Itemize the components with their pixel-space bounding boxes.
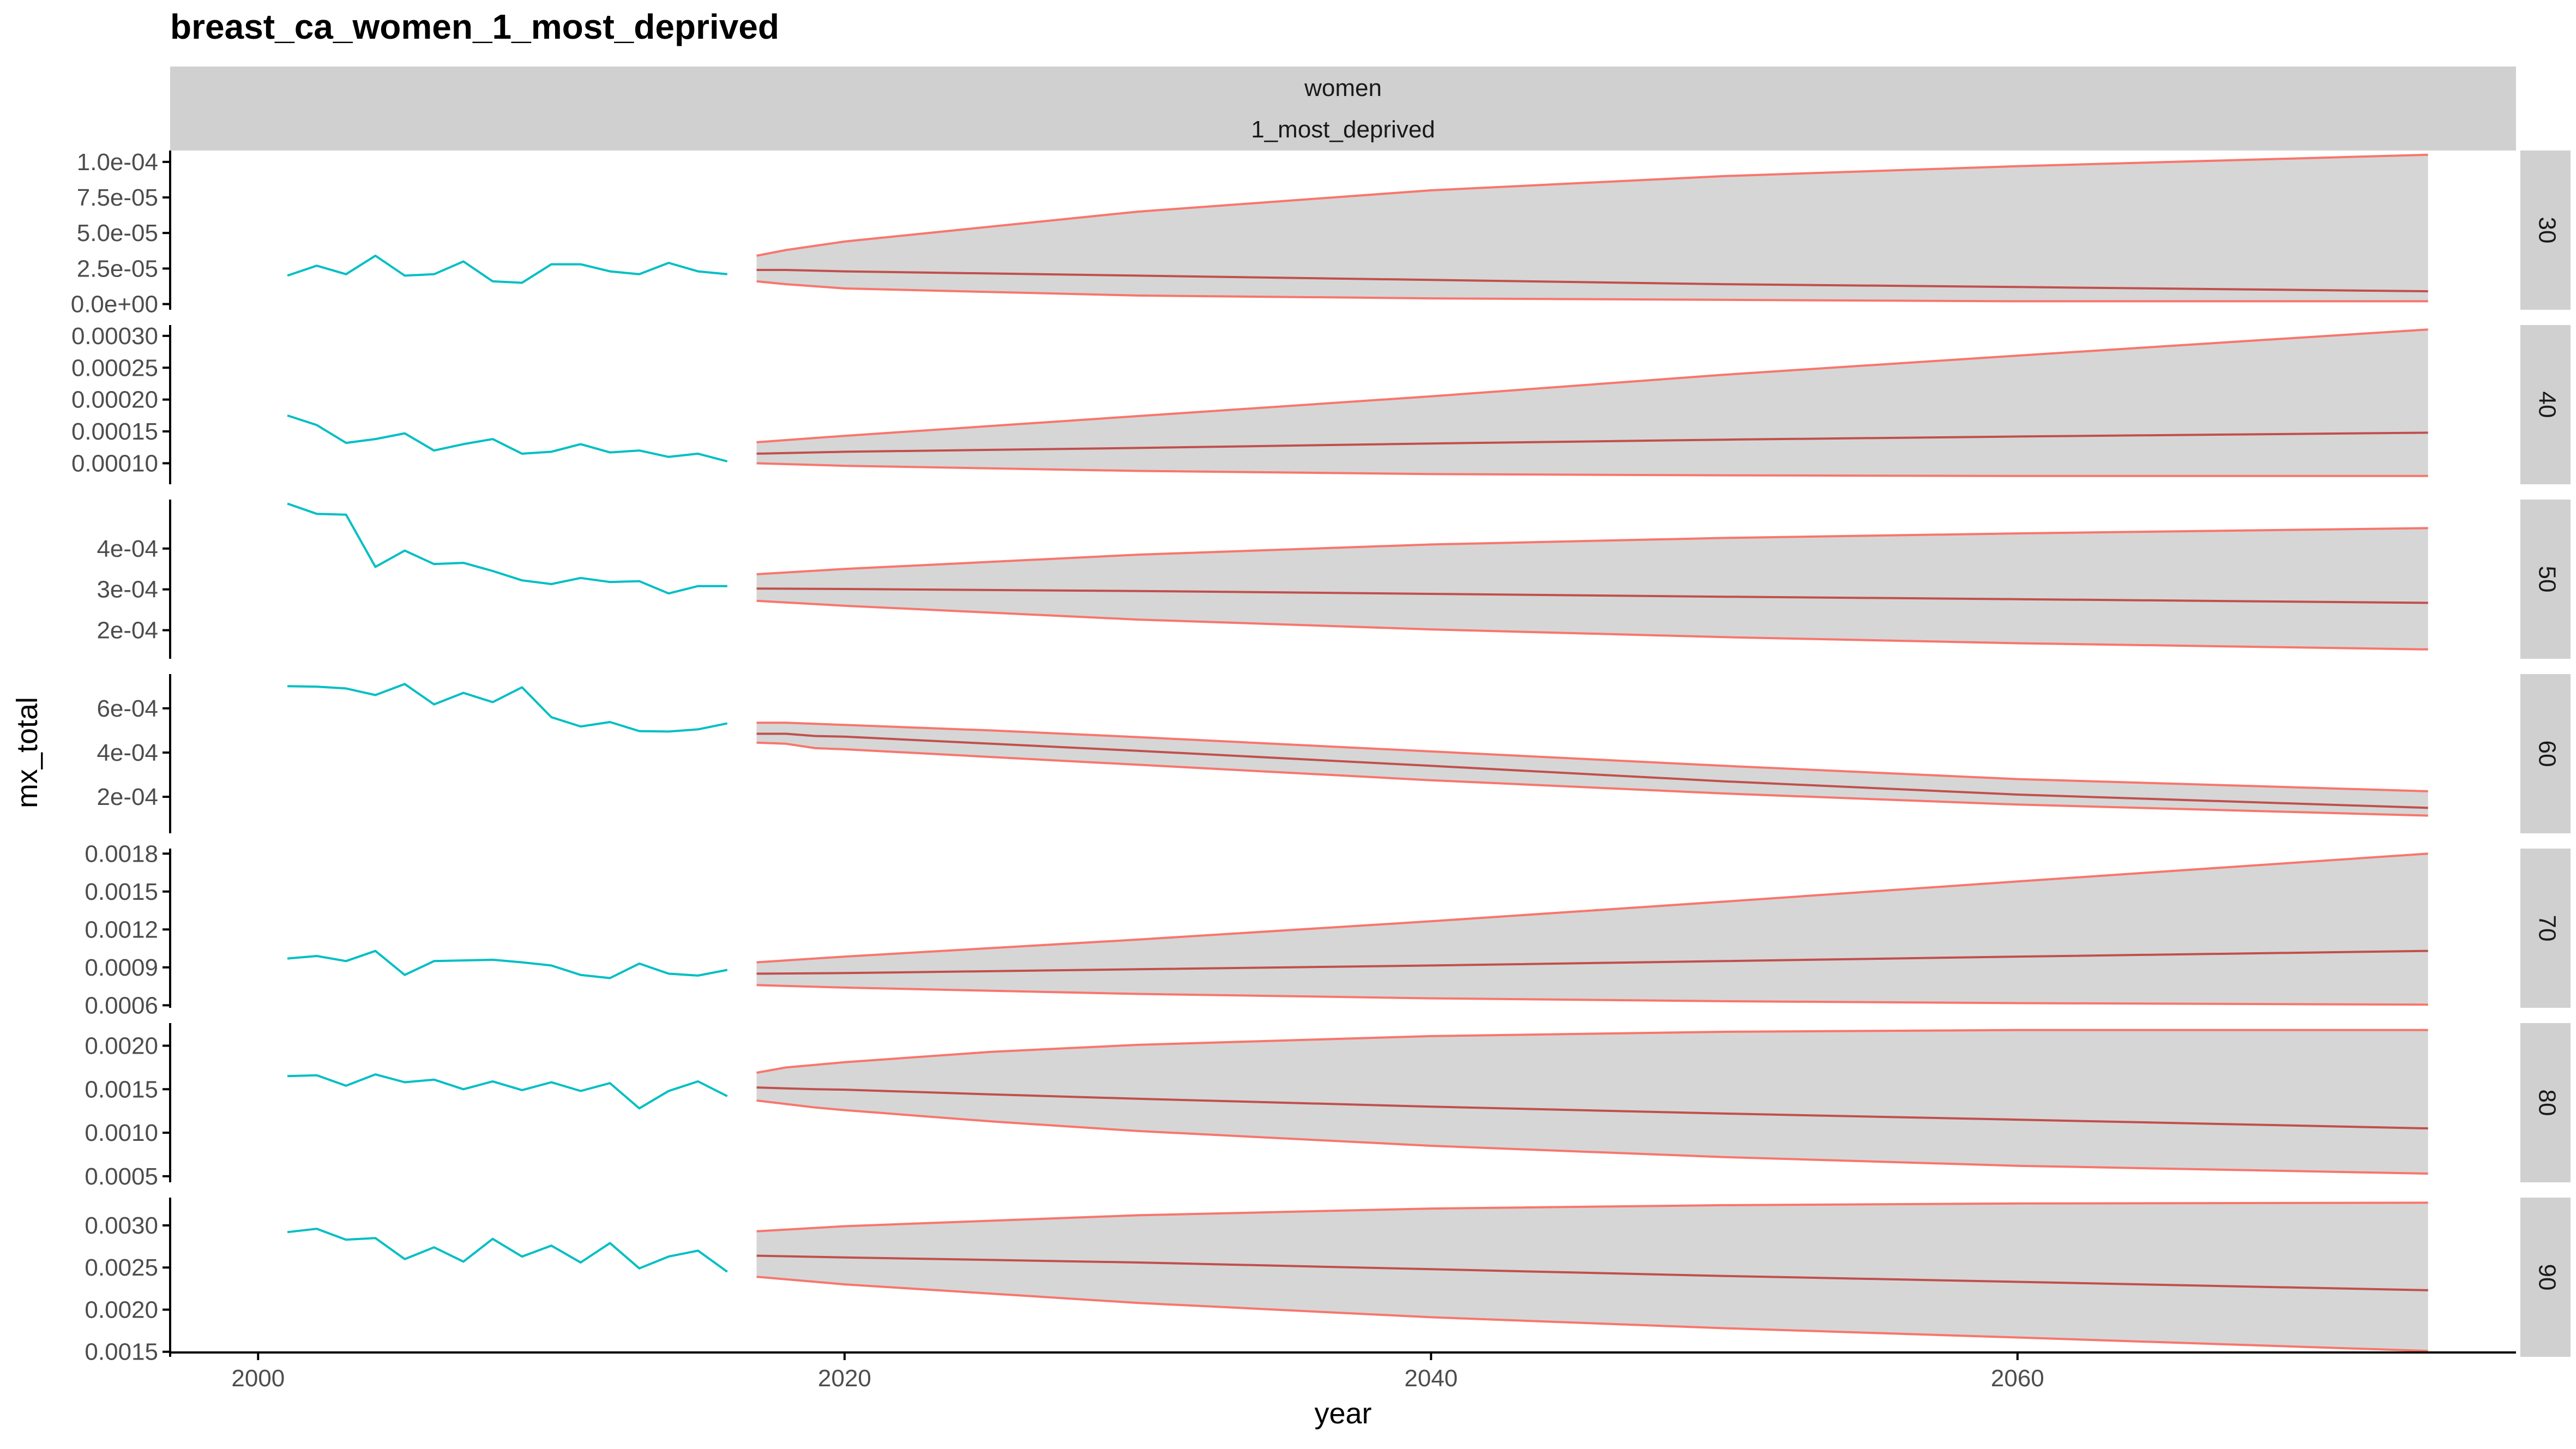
y-tick-label: 0.0e+00 — [71, 291, 158, 318]
forecast-band-70 — [756, 853, 2428, 1005]
y-tick-label: 2e-04 — [97, 617, 158, 644]
y-tick-label: 7.5e-05 — [77, 184, 158, 211]
y-tick-label: 0.0015 — [85, 1076, 158, 1103]
facet-panels: 0.0e+002.5e-055.0e-057.5e-051.0e-04300.0… — [71, 149, 2571, 1366]
forecast-mean-40 — [756, 431, 2428, 455]
forecast-band-80 — [756, 1030, 2428, 1174]
observed-line-50 — [287, 502, 727, 595]
x-axis: 2000 2020 2040 2060 — [170, 1351, 2516, 1392]
x-tick-label: 2020 — [818, 1365, 871, 1392]
y-tick-label: 6e-04 — [97, 695, 158, 722]
forecast-mean-80 — [756, 1086, 2428, 1130]
y-tick-label: 0.00030 — [71, 323, 158, 350]
facet-strip-label: 70 — [2533, 915, 2560, 942]
forecast-lower-70 — [756, 984, 2428, 1006]
facet-panel-50: 2e-04 3e-04 4e-04 50 — [97, 500, 2571, 659]
x-tick-label: 2060 — [1991, 1365, 2044, 1392]
forecast-mean-30 — [756, 269, 2428, 293]
strip-label-sex: women — [1304, 75, 1382, 101]
y-tick-label: 0.0020 — [85, 1032, 158, 1059]
x-axis-title: year — [1314, 1397, 1371, 1430]
facet-strip-label: 40 — [2533, 392, 2560, 418]
forecast-lower-50 — [756, 599, 2428, 651]
y-tick-label: 0.00020 — [71, 387, 158, 413]
x-tick-label: 2040 — [1404, 1365, 1458, 1392]
y-tick-label: 0.0006 — [85, 992, 158, 1019]
facet-strip-90 — [2520, 1198, 2571, 1357]
chart-title: breast_ca_women_1_most_deprived — [170, 7, 779, 46]
forecast-mean-50 — [756, 587, 2428, 604]
facet-strip-label: 30 — [2533, 217, 2560, 244]
facet-strip-40 — [2520, 325, 2571, 484]
y-tick-label: 0.0009 — [85, 954, 158, 981]
y-tick-label: 5.0e-05 — [77, 220, 158, 246]
y-tick-label: 0.0025 — [85, 1254, 158, 1281]
facet-strip-50 — [2520, 500, 2571, 659]
y-tick-label: 0.00010 — [71, 450, 158, 477]
facet-panel-60: 2e-04 4e-04 6e-04 60 — [97, 674, 2571, 833]
y-tick-label: 2.5e-05 — [77, 255, 158, 282]
observed-line-70 — [287, 949, 728, 979]
facet-strip-label: 80 — [2533, 1090, 2560, 1116]
forecast-upper-80 — [756, 1029, 2428, 1074]
forecast-mean-60 — [756, 732, 2428, 809]
y-tick-label: 0.0018 — [85, 840, 158, 867]
forecast-lower-30 — [756, 280, 2428, 303]
forecast-band-90 — [756, 1203, 2428, 1351]
forecast-upper-90 — [756, 1201, 2428, 1232]
y-tick-label: 3e-04 — [97, 576, 158, 603]
y-tick-label: 4e-04 — [97, 536, 158, 562]
forecast-lower-60 — [756, 741, 2428, 817]
forecast-upper-30 — [756, 153, 2428, 257]
facet-panel-90: 0.0015 0.0020 0.0025 0.0030 90 — [85, 1198, 2571, 1366]
y-tick-label: 0.0005 — [85, 1163, 158, 1190]
y-tick-label: 0.0010 — [85, 1120, 158, 1146]
y-tick-label: 0.0012 — [85, 916, 158, 943]
y-tick-label: 0.00025 — [71, 354, 158, 381]
y-tick-label: 0.0015 — [85, 879, 158, 905]
forecast-band-50 — [756, 528, 2428, 650]
observed-line-90 — [287, 1228, 728, 1273]
forecast-band-60 — [756, 723, 2428, 816]
forecast-mean-90 — [756, 1254, 2428, 1291]
facet-strip-70 — [2520, 849, 2571, 1008]
facet-panel-40: 0.00010 0.00015 0.00020 0.00025 0.00030 40 — [71, 323, 2571, 484]
x-tick-label: 2000 — [231, 1365, 285, 1392]
observed-line-80 — [287, 1073, 728, 1110]
facet-strip-60 — [2520, 674, 2571, 833]
y-tick-label: 0.0020 — [85, 1296, 158, 1323]
forecast-upper-50 — [756, 527, 2428, 575]
facet-strip-30 — [2520, 151, 2571, 310]
facet-strip-label: 90 — [2533, 1264, 2560, 1291]
strip-label-deprivation: 1_most_deprived — [1251, 116, 1435, 143]
strip-top: women 1_most_deprived — [170, 67, 2516, 151]
observed-line-60 — [287, 683, 728, 733]
observed-line-30 — [287, 254, 727, 284]
forecast-band-40 — [756, 329, 2428, 476]
forecast-upper-40 — [756, 328, 2428, 443]
y-tick-label: 1.0e-04 — [77, 149, 158, 176]
forecast-upper-60 — [756, 722, 2428, 792]
facet-strip-label: 50 — [2533, 566, 2560, 593]
facet-panel-80: 0.0005 0.0010 0.0015 0.0020 80 — [85, 1023, 2571, 1190]
forecast-lower-40 — [756, 462, 2428, 477]
observed-line-40 — [287, 414, 728, 462]
facet-panel-70: 0.0006 0.0009 0.0012 0.0015 0.0018 70 — [85, 840, 2571, 1019]
facet-panel-30: 0.0e+00 2.5e-05 5.0e-05 7.5e-05 1.0e-04 30 — [71, 149, 2571, 318]
y-tick-label: 0.0030 — [85, 1212, 158, 1239]
y-tick-label: 2e-04 — [97, 784, 158, 810]
forecast-band-30 — [756, 154, 2428, 302]
y-tick-label: 4e-04 — [97, 739, 158, 766]
facet-strip-80 — [2520, 1023, 2571, 1182]
y-tick-label: 0.00015 — [71, 418, 158, 445]
forecast-mean-70 — [756, 949, 2428, 975]
forecast-lower-80 — [756, 1099, 2428, 1175]
forecast-upper-70 — [756, 852, 2428, 964]
y-tick-label: 0.0015 — [85, 1339, 158, 1366]
y-axis-title: mx_total — [11, 697, 44, 808]
strip-top-bg — [170, 67, 2516, 151]
forecast-lower-90 — [756, 1276, 2428, 1352]
facet-strip-label: 60 — [2533, 741, 2560, 767]
